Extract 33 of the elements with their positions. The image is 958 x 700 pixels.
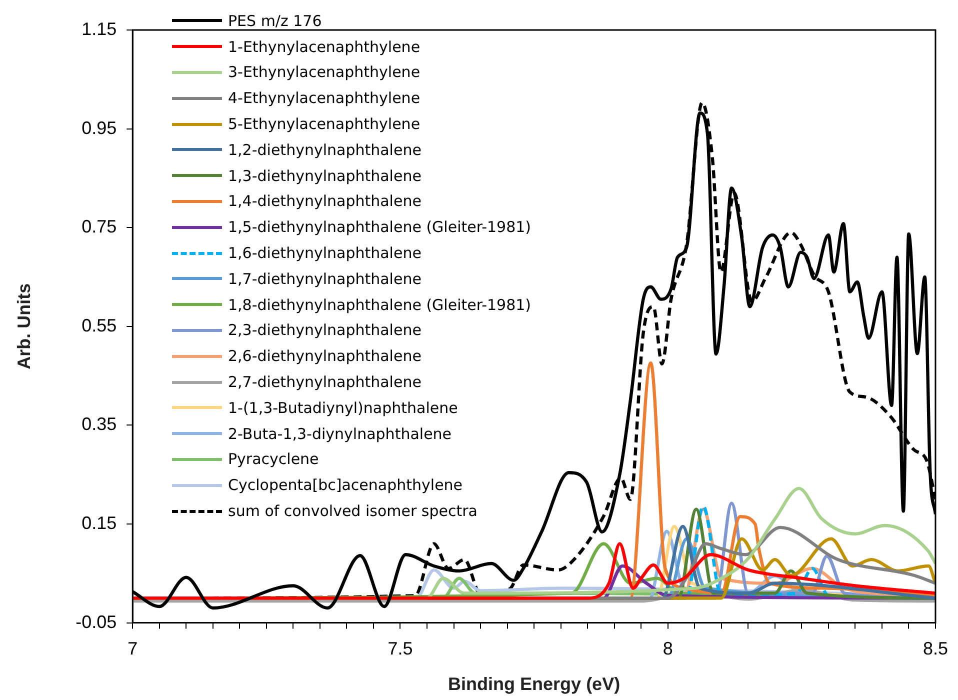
legend-label: 1,5-diethynylnaphthalene (Gleiter-1981) (228, 218, 532, 236)
legend-label: PES m/z 176 (228, 12, 322, 30)
legend-label: 4-Ethynylacenaphthylene (228, 89, 420, 108)
legend-label: 2,3-diethynylnaphthalene (228, 321, 422, 340)
legend-label: 1,2-diethynylnaphthalene (228, 140, 422, 159)
legend-label: 1-(1,3-Butadiynyl)naphthalene (228, 398, 458, 417)
y-tick-label: 0.95 (82, 118, 117, 138)
y-tick-label: 0.35 (82, 414, 117, 434)
legend-label: 5-Ethynylacenaphthylene (228, 115, 420, 134)
y-axis-title: Arb. Units (14, 283, 34, 370)
y-tick-label: 0.15 (82, 512, 117, 533)
legend-label: 2,7-diethynylnaphthalene (228, 373, 422, 392)
legend-label: 1-Ethynylacenaphthylene (228, 38, 420, 56)
legend-label: 2-Buta-1,3-diynylnaphthalene (228, 424, 452, 443)
x-tick-label: 8 (662, 638, 673, 659)
legend-label: 1,6-diethynylnaphthalene (228, 244, 422, 262)
x-tick-label: 7 (128, 638, 138, 659)
legend-label: 1,7-diethynylnaphthalene (228, 270, 422, 288)
x-axis-title: Binding Energy (eV) (448, 674, 620, 694)
legend-label: 1,4-diethynylnaphthalene (228, 192, 422, 210)
legend-label: 1,3-diethynylnaphthalene (228, 166, 422, 185)
legend-label: 2,6-diethynylnaphthalene (228, 347, 422, 366)
y-tick-label: -0.05 (76, 612, 117, 632)
y-tick-label: 0.55 (82, 315, 117, 336)
legend-label: Pyracyclene (228, 450, 319, 468)
legend-label: Cyclopenta[bc]acenaphthylene (228, 476, 463, 494)
x-tick-label: 7.5 (388, 638, 413, 659)
legend-label: 3-Ethynylacenaphthylene (228, 63, 420, 82)
x-tick-label: 8.5 (922, 638, 948, 659)
legend-label: 1,8-diethynylnaphthalene (Gleiter-1981) (228, 296, 532, 314)
y-tick-label: 1.15 (82, 18, 117, 39)
legend-label: sum of convolved isomer spectra (228, 502, 478, 520)
y-tick-label: 0.75 (82, 216, 117, 237)
